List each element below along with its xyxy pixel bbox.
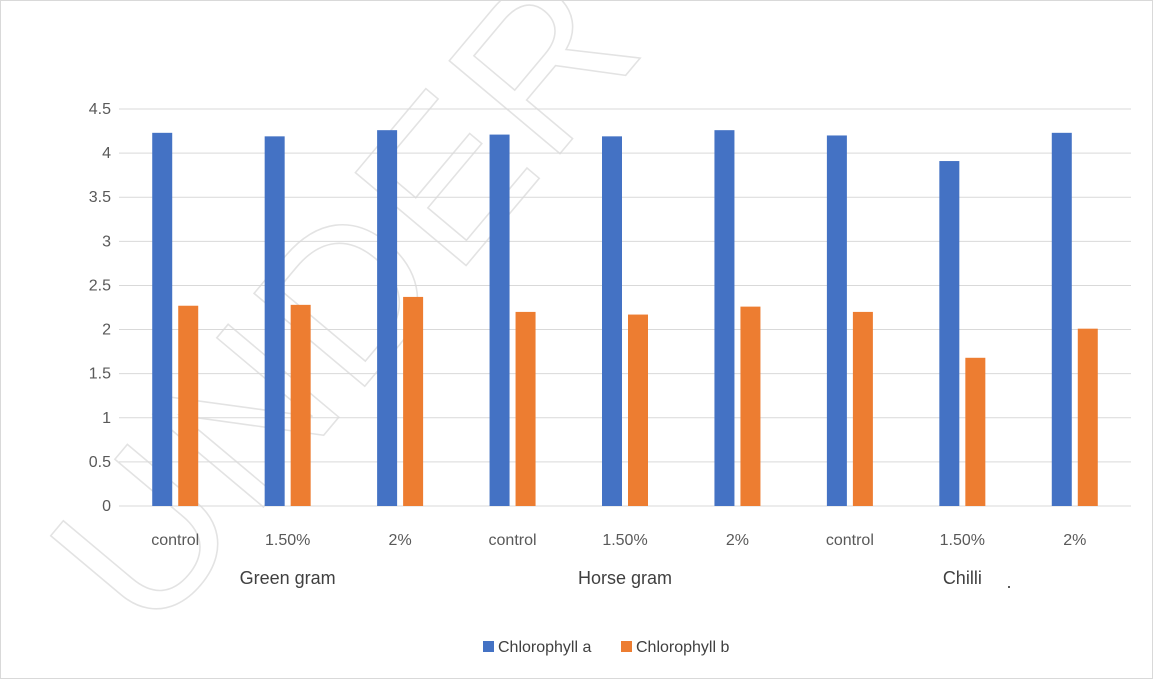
y-tick-label: 1 — [102, 410, 111, 427]
bar-chlorophyll-b — [965, 358, 985, 506]
y-tick-label: 2 — [102, 322, 111, 339]
x-tick-label: 1.50% — [602, 532, 647, 549]
bar-chlorophyll-b — [403, 297, 423, 506]
group-label: Chilli — [943, 568, 982, 588]
y-tick-label: 0.5 — [89, 454, 111, 471]
y-tick-label: 4 — [102, 145, 111, 162]
x-tick-label: 1.50% — [940, 532, 985, 549]
y-tick-label: 2.5 — [89, 277, 111, 294]
y-tick-label: 0 — [102, 498, 111, 515]
bar-chlorophyll-a — [602, 136, 622, 506]
x-tick-label: 2% — [1063, 532, 1086, 549]
legend-swatch — [483, 641, 494, 652]
bar-chlorophyll-a — [377, 130, 397, 506]
x-tick-label: control — [826, 532, 874, 549]
stray-mark: . — [1006, 572, 1011, 592]
bar-chlorophyll-a — [1052, 133, 1072, 506]
y-tick-label: 1.5 — [89, 366, 111, 383]
x-tick-label: 2% — [389, 532, 412, 549]
bar-chlorophyll-a — [152, 133, 172, 506]
x-tick-label: 1.50% — [265, 532, 310, 549]
x-axis-ticks: control 1.50% 2% control 1.50% 2% control 1.50%… — [151, 532, 1086, 549]
bar-chlorophyll-b — [178, 306, 198, 506]
bar-chlorophyll-a — [490, 135, 510, 506]
y-tick-label: 3.5 — [89, 189, 111, 206]
bar-chlorophyll-a — [265, 136, 285, 506]
y-tick-label: 3 — [102, 233, 111, 250]
legend: Chlorophyll a Chlorophyll b — [483, 639, 729, 656]
bar-chlorophyll-b — [853, 312, 873, 506]
bar-chlorophyll-b — [1078, 329, 1098, 506]
x-tick-label: control — [489, 532, 537, 549]
legend-label: Chlorophyll b — [636, 639, 729, 656]
bar-chlorophyll-a — [714, 130, 734, 506]
group-labels: Green gram Horse gram Chilli. — [240, 568, 1012, 592]
y-tick-label: 4.5 — [89, 101, 111, 118]
bar-chlorophyll-b — [516, 312, 536, 506]
group-label: Green gram — [240, 568, 336, 588]
x-tick-label: 2% — [726, 532, 749, 549]
legend-label: Chlorophyll a — [498, 639, 591, 656]
x-tick-label: control — [151, 532, 199, 549]
bar-chlorophyll-b — [740, 307, 760, 506]
group-label: Horse gram — [578, 568, 672, 588]
legend-swatch — [621, 641, 632, 652]
bar-chlorophyll-a — [827, 135, 847, 506]
bar-chlorophyll-b — [628, 315, 648, 506]
bar-chlorophyll-a — [939, 161, 959, 506]
y-axis-ticks: 0 0.5 1 1.5 2 2.5 3 3.5 4 4.5 — [89, 101, 111, 515]
bar-chlorophyll-b — [291, 305, 311, 506]
